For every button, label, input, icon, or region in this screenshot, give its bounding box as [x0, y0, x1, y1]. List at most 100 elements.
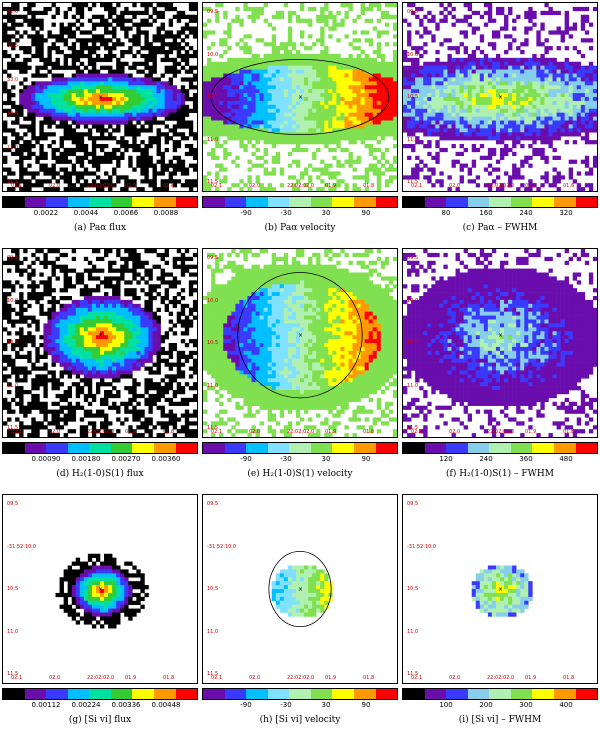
map-pixel	[516, 104, 521, 110]
map-pixel	[491, 30, 497, 35]
map-pixel	[132, 85, 137, 90]
map-pixel	[83, 350, 89, 356]
map-pixel	[491, 97, 497, 102]
map-pixel	[568, 97, 574, 102]
map-pixel	[487, 108, 493, 113]
map-pixel	[380, 53, 386, 59]
map-pixel	[239, 144, 244, 149]
map-pixel	[108, 10, 113, 16]
map-pixel	[528, 144, 533, 149]
map-pixel	[487, 100, 493, 106]
map-pixel	[568, 61, 574, 66]
map-pixel	[55, 38, 60, 43]
map-pixel	[304, 136, 309, 141]
map-pixel	[324, 81, 329, 86]
map-pixel	[156, 187, 161, 191]
map-pixel	[411, 112, 416, 117]
map-pixel	[19, 429, 24, 434]
map-pixel	[332, 108, 337, 113]
colorbar-segment	[553, 197, 576, 207]
map-pixel	[67, 311, 73, 316]
map-pixel	[483, 108, 489, 113]
map-pixel	[31, 112, 36, 117]
map-pixel	[108, 183, 113, 188]
map-pixel	[536, 34, 541, 39]
map-pixel	[500, 151, 505, 157]
map-pixel	[324, 46, 329, 51]
map-pixel	[223, 97, 228, 102]
map-pixel	[55, 147, 60, 153]
map-pixel	[463, 128, 468, 133]
map-pixel	[19, 108, 24, 113]
map-pixel	[320, 187, 325, 191]
map-pixel	[223, 128, 228, 133]
map-pixel	[312, 112, 317, 117]
map-pixel	[483, 61, 489, 66]
map-pixel	[251, 100, 256, 106]
map-pixel	[552, 57, 557, 63]
map-pixel	[336, 93, 341, 98]
map-pixel	[368, 89, 374, 94]
map-pixel	[332, 97, 337, 102]
map-pixel	[407, 38, 412, 43]
map-pixel	[316, 136, 321, 141]
map-pixel	[71, 14, 77, 19]
map-pixel	[51, 374, 56, 379]
map-pixel	[231, 112, 236, 117]
map-pixel	[160, 46, 165, 51]
map-pixel	[512, 132, 517, 137]
map-pixel	[316, 104, 321, 110]
map-pixel	[3, 397, 8, 403]
colorbar-segment	[510, 197, 533, 207]
map-pixel	[160, 104, 165, 110]
map-pixel	[423, 14, 428, 19]
map-pixel	[380, 132, 386, 137]
map-pixel	[120, 73, 125, 78]
map-pixel	[184, 104, 190, 110]
map-pixel	[431, 38, 436, 43]
map-pixel	[79, 425, 85, 430]
map-pixel	[168, 159, 174, 164]
map-pixel	[532, 136, 537, 141]
map-pixel	[172, 140, 178, 145]
map-pixel	[532, 100, 537, 106]
map-pixel	[136, 104, 141, 110]
map-pixel	[516, 175, 521, 180]
map-pixel	[479, 57, 485, 63]
map-pixel	[411, 120, 416, 125]
map-pixel	[160, 81, 165, 86]
map-pixel	[31, 366, 36, 371]
map-pixel	[156, 171, 161, 176]
map-pixel	[451, 93, 456, 98]
map-pixel	[447, 116, 452, 121]
map-pixel	[43, 260, 48, 265]
map-pixel	[211, 30, 216, 35]
map-pixel	[572, 81, 578, 86]
map-pixel	[508, 128, 513, 133]
map-pixel	[336, 136, 341, 141]
map-pixel	[419, 73, 424, 78]
map-pixel	[35, 104, 40, 110]
map-pixel	[35, 81, 40, 86]
map-pixel	[148, 3, 153, 8]
map-pixel	[560, 77, 565, 82]
map-pixel	[271, 81, 277, 86]
map-pixel	[435, 108, 440, 113]
map-pixel	[300, 175, 305, 180]
map-pixel	[75, 136, 81, 141]
map-pixel	[348, 73, 353, 78]
map-pixel	[51, 61, 56, 66]
map-pixel	[392, 155, 397, 160]
map-pixel	[556, 171, 561, 176]
map-pixel	[160, 171, 165, 176]
map-pixel	[320, 93, 325, 98]
map-pixel	[211, 93, 216, 98]
map-pixel	[388, 97, 394, 102]
map-pixel	[207, 108, 212, 113]
map-pixel	[243, 69, 248, 74]
map-pixel	[415, 73, 420, 78]
map-pixel	[348, 140, 353, 145]
ra-tick-label: 01.8	[363, 183, 375, 189]
map-pixel	[324, 50, 329, 55]
map-pixel	[172, 132, 178, 137]
